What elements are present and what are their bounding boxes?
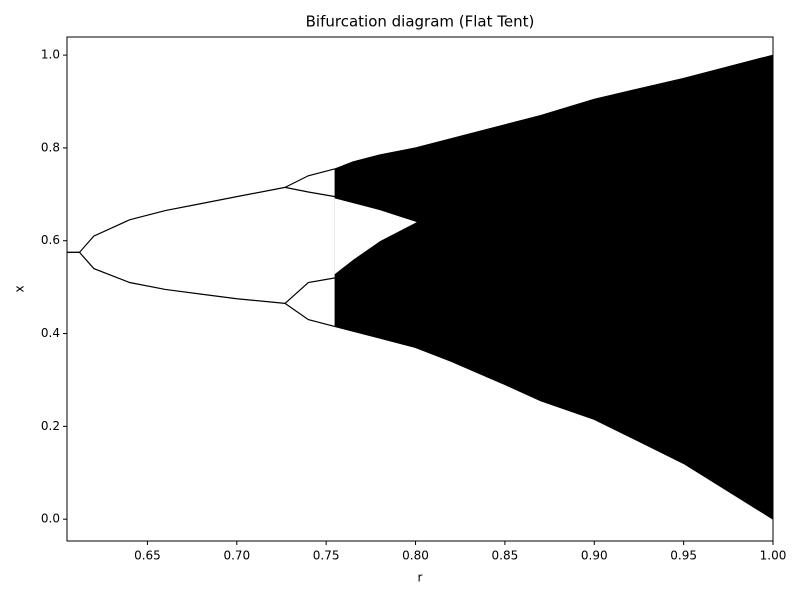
branch-line (67, 251, 286, 304)
x-tick-label: 0.95 (670, 549, 697, 563)
branch-line (284, 168, 336, 188)
branch-line (284, 186, 336, 198)
x-tick-label: 0.70 (223, 549, 250, 563)
chaotic-band (334, 198, 417, 275)
chaotic-band (334, 54, 774, 521)
x-tick-label: 0.75 (313, 549, 340, 563)
x-tick-label: 0.80 (402, 549, 429, 563)
y-tick-label: 0.0 (41, 512, 60, 526)
x-tick-label: 0.85 (492, 549, 519, 563)
plot-frame (66, 36, 774, 542)
x-tick-label: 1.00 (760, 549, 787, 563)
y-tick-label: 0.6 (41, 233, 60, 247)
chart-title: Bifurcation diagram (Flat Tent) (306, 13, 535, 31)
y-tick-label: 0.4 (41, 326, 60, 340)
y-tick-label: 0.2 (41, 419, 60, 433)
y-axis-label: x (13, 285, 27, 292)
x-axis-label: r (418, 571, 423, 585)
y-tick-label: 0.8 (41, 140, 60, 154)
x-tick-label: 0.90 (581, 549, 608, 563)
branch-line (67, 186, 286, 253)
x-tick-label: 0.65 (134, 549, 161, 563)
branch-line (284, 302, 336, 328)
y-tick-label: 1.0 (41, 48, 60, 62)
branch-line (284, 277, 336, 304)
